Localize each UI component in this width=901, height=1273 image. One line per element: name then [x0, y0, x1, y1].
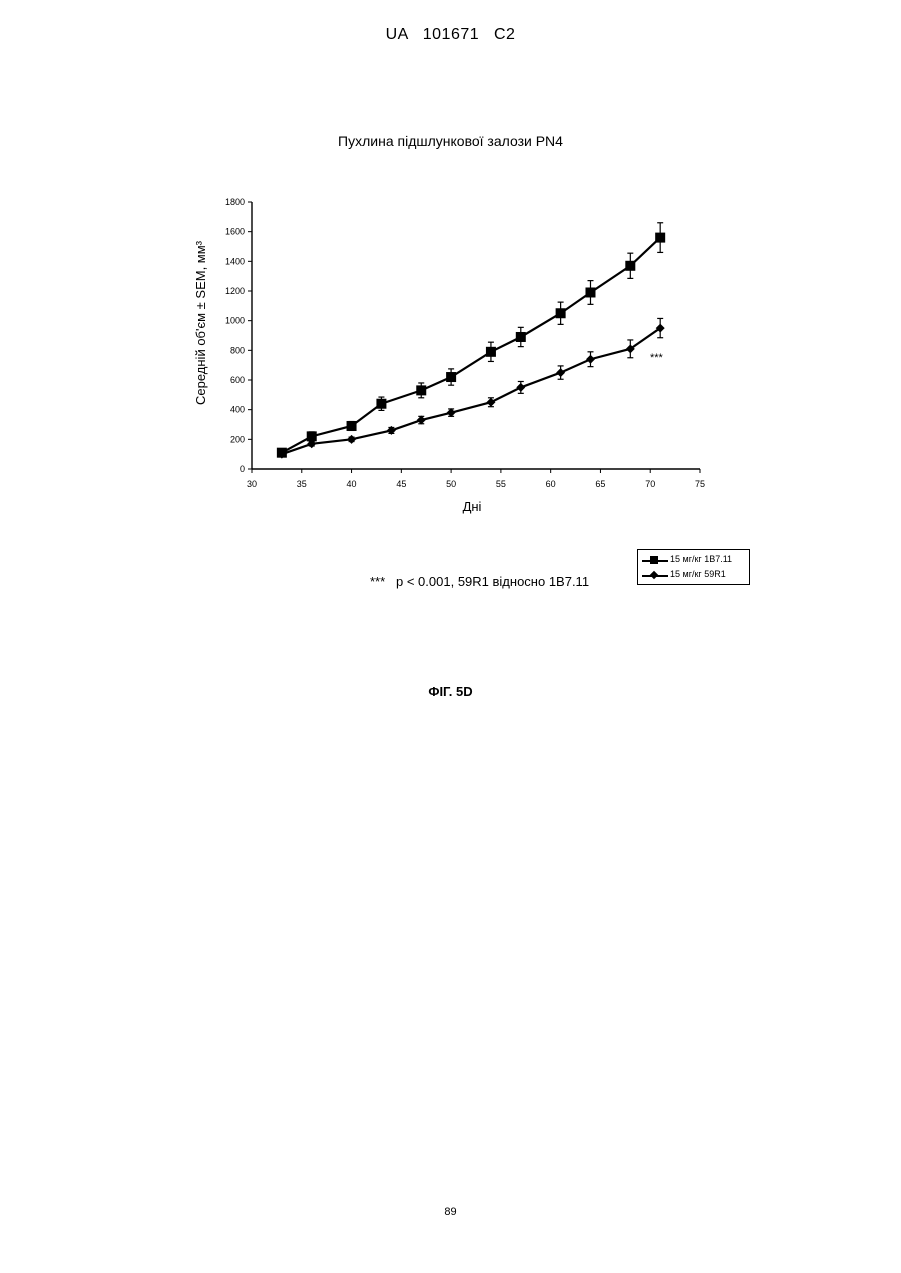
significance-annotation: ***: [650, 352, 664, 364]
chart-series: [277, 223, 665, 459]
series-1: [277, 318, 664, 458]
data-point: [387, 426, 396, 435]
series-line: [282, 328, 660, 454]
series-0: [277, 223, 665, 458]
y-tick-label: 200: [230, 434, 245, 444]
legend-label: 15 мг/кг 59R1: [670, 569, 726, 579]
x-tick-label: 35: [297, 479, 307, 489]
x-tick-label: 30: [247, 479, 257, 489]
data-point: [376, 399, 386, 409]
chart-legend: 15 мг/кг 1B7.11 15 мг/кг 59R1: [637, 549, 750, 585]
y-tick-label: 1400: [225, 256, 245, 266]
legend-item-59r1: 15 мг/кг 59R1: [638, 568, 751, 582]
series-line: [282, 238, 660, 453]
x-tick-label: 70: [645, 479, 655, 489]
y-axis-label: Середній об'єм ± SEM, мм³: [193, 240, 208, 405]
data-point: [556, 368, 565, 377]
y-tick-label: 400: [230, 405, 245, 415]
significance-footnote: *** p < 0.001, 59R1 відносно 1B7.11: [370, 574, 589, 589]
x-tick-label: 55: [496, 479, 506, 489]
data-point: [516, 383, 525, 392]
x-tick-label: 45: [396, 479, 406, 489]
y-tick-label: 1800: [225, 197, 245, 207]
data-point: [516, 332, 526, 342]
data-point: [586, 355, 595, 364]
data-point: [417, 416, 426, 425]
x-tick-label: 65: [595, 479, 605, 489]
x-axis-label: Дні: [463, 499, 482, 514]
tumor-volume-chart: 0 200 400 600 800 1000 1200 1400 1600 1800 30 35 40 4…: [0, 0, 901, 700]
data-point: [347, 435, 356, 444]
legend-item-1b7-11: 15 мг/кг 1B7.11: [638, 553, 751, 567]
page-number: 89: [0, 1206, 901, 1218]
y-tick-label: 800: [230, 345, 245, 355]
x-tick-label: 40: [347, 479, 357, 489]
data-point: [347, 421, 357, 431]
x-tick-label: 50: [446, 479, 456, 489]
data-point: [655, 233, 665, 243]
legend-label: 15 мг/кг 1B7.11: [670, 554, 732, 564]
square-marker-icon: [650, 556, 658, 564]
data-point: [556, 308, 566, 318]
data-point: [447, 408, 456, 417]
data-point: [625, 261, 635, 271]
y-tick-label: 1600: [225, 227, 245, 237]
x-tick-label: 75: [695, 479, 705, 489]
data-point: [416, 385, 426, 395]
data-point: [446, 372, 456, 382]
data-point: [585, 287, 595, 297]
y-tick-label: 600: [230, 375, 245, 385]
data-point: [486, 398, 495, 407]
y-tick-label: 1000: [225, 316, 245, 326]
y-tick-label: 1200: [225, 286, 245, 296]
data-point: [486, 347, 496, 357]
y-tick-label: 0: [240, 464, 245, 474]
x-tick-label: 60: [546, 479, 556, 489]
diamond-marker-icon: [650, 571, 658, 579]
figure-label: ФІГ. 5D: [0, 684, 901, 699]
